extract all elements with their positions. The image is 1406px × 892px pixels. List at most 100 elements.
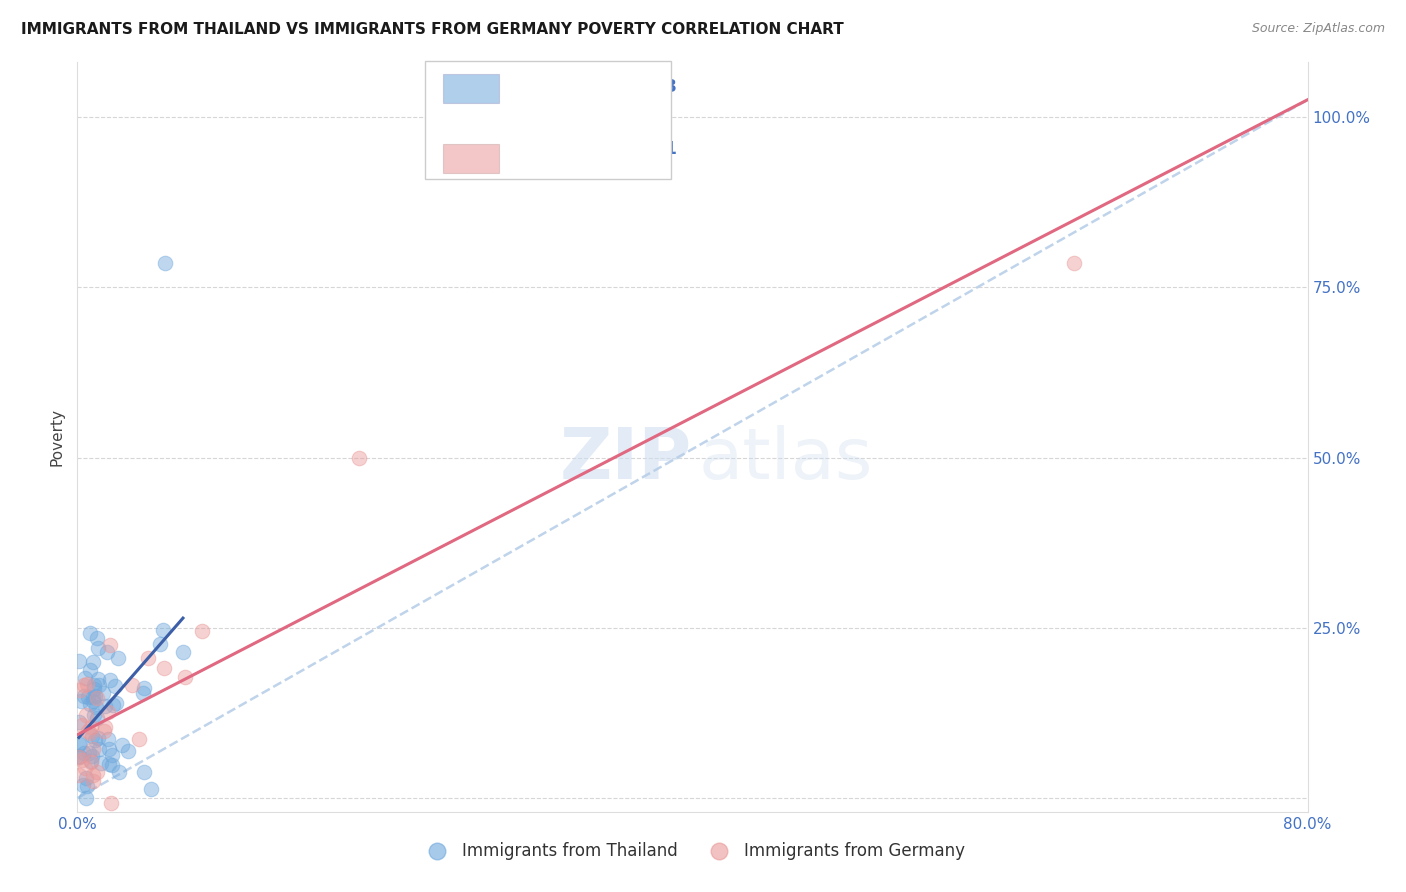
Text: ZIP: ZIP (560, 425, 693, 494)
Point (87, 742, 110, 756)
Point (76, 676, 98, 690)
Point (104, 679, 127, 693)
Point (87, 672, 110, 686)
Point (67, 767, 90, 781)
Point (69, 736, 91, 750)
Point (90, 756, 112, 770)
Point (79, 747, 101, 761)
Point (86, 710, 108, 724)
Text: 0.414: 0.414 (553, 78, 609, 95)
Point (67, 748, 90, 763)
Point (82, 768, 104, 782)
Point (101, 698, 124, 712)
Point (75, 708, 97, 723)
Point (101, 748, 124, 763)
Point (94, 720, 117, 734)
Point (73, 689, 96, 703)
Point (83, 708, 105, 723)
Text: 0.827: 0.827 (553, 140, 610, 158)
Point (73, 677, 96, 691)
Point (97, 757, 120, 772)
Point (79, 726, 101, 740)
Point (152, 661, 174, 675)
Text: R =: R = (510, 140, 550, 158)
Point (75, 791, 97, 805)
Point (73, 746, 96, 760)
Text: atlas: atlas (699, 425, 873, 494)
Point (1063, 256, 1085, 270)
Point (173, 670, 195, 684)
Point (82, 655, 104, 669)
Point (73, 671, 96, 685)
Point (84, 733, 107, 747)
Text: N =: N = (616, 140, 650, 158)
Point (80, 729, 103, 743)
Point (86, 631, 108, 645)
Point (86, 690, 108, 705)
Text: N =: N = (616, 78, 650, 95)
Point (87, 731, 110, 746)
Point (89, 678, 111, 692)
Point (67, 750, 90, 764)
Y-axis label: Poverty: Poverty (49, 408, 65, 467)
Point (82, 694, 104, 708)
Point (82, 748, 104, 763)
Point (76, 690, 98, 705)
Point (72, 717, 94, 731)
Point (75, 761, 97, 775)
Point (94, 698, 117, 713)
Point (91, 686, 114, 700)
Point (67, 737, 90, 751)
Text: 63: 63 (652, 78, 678, 95)
Point (76, 724, 98, 739)
Point (70, 693, 93, 707)
Point (98, 742, 121, 756)
Point (108, 764, 131, 779)
Point (79, 697, 101, 711)
Point (117, 744, 139, 758)
Point (100, 758, 122, 772)
Point (347, 450, 370, 465)
Point (132, 686, 155, 700)
Point (67, 714, 90, 729)
Text: Source: ZipAtlas.com: Source: ZipAtlas.com (1251, 22, 1385, 36)
Point (86, 765, 108, 780)
Point (80, 755, 103, 769)
Point (172, 645, 194, 659)
Text: 31: 31 (652, 140, 678, 158)
Point (79, 754, 101, 768)
Point (75, 771, 97, 785)
Point (149, 637, 172, 651)
Point (121, 678, 143, 692)
Point (98, 638, 121, 652)
Point (67, 654, 90, 668)
Point (97, 732, 120, 747)
Point (84, 699, 107, 714)
Point (128, 732, 150, 747)
Point (96, 645, 118, 659)
Point (107, 651, 129, 665)
Point (100, 796, 122, 810)
Point (132, 681, 155, 696)
Point (136, 651, 159, 665)
Text: R =: R = (510, 78, 550, 95)
Point (72, 778, 94, 792)
Point (79, 663, 101, 677)
Point (83, 678, 105, 692)
Text: IMMIGRANTS FROM THAILAND VS IMMIGRANTS FROM GERMANY POVERTY CORRELATION CHART: IMMIGRANTS FROM THAILAND VS IMMIGRANTS F… (21, 22, 844, 37)
Point (153, 256, 176, 270)
Legend: Immigrants from Thailand, Immigrants from Germany: Immigrants from Thailand, Immigrants fro… (413, 836, 972, 867)
Point (69, 683, 91, 698)
Point (87, 640, 110, 655)
Point (93, 723, 115, 738)
Point (76, 779, 98, 793)
Point (104, 696, 127, 710)
Point (98, 673, 121, 688)
Point (191, 624, 214, 638)
Point (152, 623, 174, 637)
Point (82, 742, 104, 756)
Point (111, 738, 134, 752)
Point (141, 782, 163, 797)
Point (79, 625, 101, 640)
Point (83, 689, 105, 703)
